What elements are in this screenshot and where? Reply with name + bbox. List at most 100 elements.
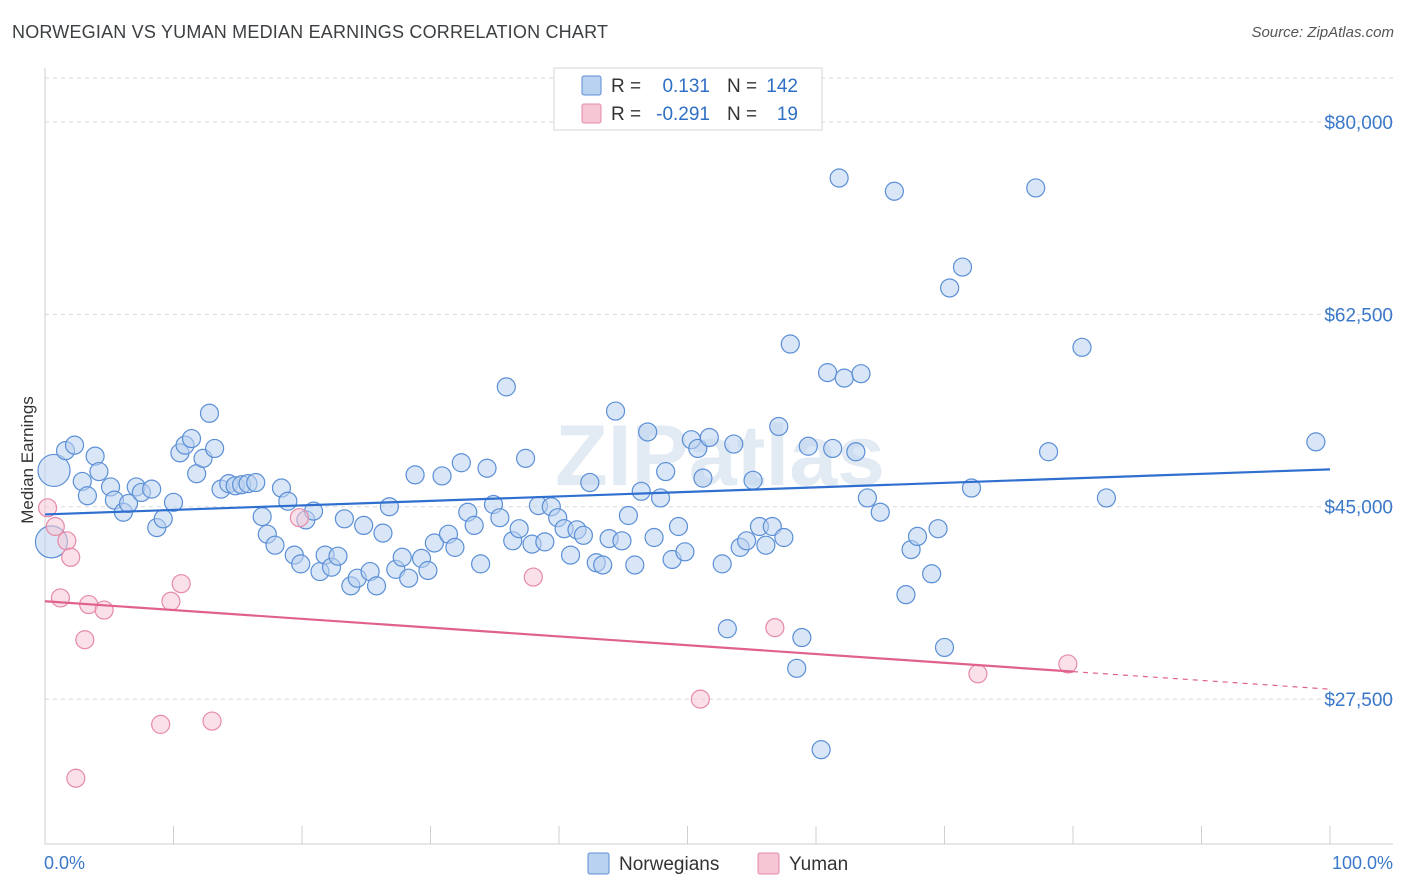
norwegians-point [246,472,266,493]
norwegians-point [451,453,471,473]
norwegians-point [418,560,438,581]
norwegians-point [737,531,757,551]
norwegians-point [37,453,71,488]
norwegians-point [1026,178,1046,198]
legend-swatch-yuman [581,103,602,124]
norwegians-point [328,546,348,566]
norwegians-point [252,507,272,527]
norwegians-point [798,436,818,456]
yuman-point [690,689,710,709]
x-tick-label-max: 100.0% [1332,853,1393,873]
bottom-legend-yuman: Yuman [789,854,848,875]
norwegians-point [631,481,651,501]
norwegians-point [829,168,849,188]
norwegians-point [142,479,162,499]
legend-n-label-yuman: N = [727,104,757,125]
norwegians-point [432,466,452,486]
norwegians-point [496,377,516,397]
legend-r-value-norwegians: 0.131 [662,76,710,97]
norwegians-point [515,448,536,468]
legend-swatch-norwegians [581,75,602,96]
norwegians-point [379,497,399,517]
yuman-point [151,714,171,734]
norwegians-point [638,422,658,442]
norwegians-point [163,492,184,512]
norwegians-point [656,461,676,482]
norwegians-point [896,585,916,605]
norwegians-point [291,554,311,574]
norwegians-point [424,533,444,553]
gridlines [45,77,1393,700]
yuman-point [161,591,181,611]
y-tick-label: $27,500 [1324,690,1393,711]
legend-r-label-norwegians: R = [611,76,641,97]
norwegians-point [605,401,626,421]
norwegians-point [834,368,854,388]
yuman-point [94,600,114,620]
bottom-legend-swatch-norwegians [587,852,610,875]
norwegians-point [743,470,763,490]
yuman-point [37,498,58,518]
norwegians-point [1096,488,1117,508]
norwegians-point [724,434,744,454]
yuman-trend-line [44,600,1074,673]
norwegians-point [907,526,928,547]
norwegians-point [817,363,838,383]
norwegians-point [334,509,355,529]
yuman-point [171,574,191,594]
legend-n-label-norwegians: N = [727,76,757,97]
norwegians-point [1038,442,1059,462]
norwegians-point [153,509,173,529]
norwegians-point [373,523,393,543]
norwegians-point [870,502,890,522]
norwegians-point [644,527,664,548]
bottom-legend-swatch-yuman [757,852,780,875]
y-tick-label: $45,000 [1324,498,1393,519]
norwegians-point [851,364,871,384]
norwegians-point [535,532,555,552]
norwegians-point [612,531,632,551]
norwegians-point [392,547,412,567]
chart-title: NORWEGIAN VS YUMAN MEDIAN EARNINGS CORRE… [12,22,609,42]
norwegians-point [928,519,948,539]
norwegians-point [857,488,878,508]
norwegians-point [399,568,419,588]
y-axis-label: Median Earnings [18,396,37,524]
norwegians-point [573,525,594,545]
norwegians-point [77,486,98,506]
bottom-legend: Norwegians Yuman [587,852,848,875]
norwegians-point [717,619,737,639]
trend-lines [44,468,1331,690]
yuman-trend-extension [1072,671,1331,690]
norwegians-point [560,545,581,565]
legend-n-value-norwegians: 142 [766,76,798,97]
source-label: Source: ZipAtlas.com [1251,24,1394,41]
norwegians-point [89,461,109,482]
norwegians-point [471,554,491,574]
norwegians-point [756,535,776,555]
norwegians-point [940,278,960,298]
y-tick-label: $80,000 [1324,113,1393,134]
norwegians-point [366,576,387,596]
norwegians-point [668,516,689,537]
norwegians-point [811,740,831,760]
norwegians-point [712,554,732,574]
norwegians-point [580,472,600,493]
norwegians-point [693,468,713,488]
norwegians-point [509,519,529,539]
norwegians-point [952,257,973,277]
norwegians-point [1306,432,1326,452]
yuman-points [37,498,1078,788]
yuman-point [61,547,81,567]
norwegians-point [884,181,904,201]
yuman-point [523,567,543,587]
yuman-point [50,588,71,608]
norwegians-point [181,428,202,449]
norwegians-point [278,491,298,511]
norwegians-point [774,527,794,548]
norwegians-point [64,435,85,455]
bottom-legend-norwegians: Norwegians [619,854,719,875]
norwegians-point [625,555,645,575]
norwegians-point [199,403,220,423]
